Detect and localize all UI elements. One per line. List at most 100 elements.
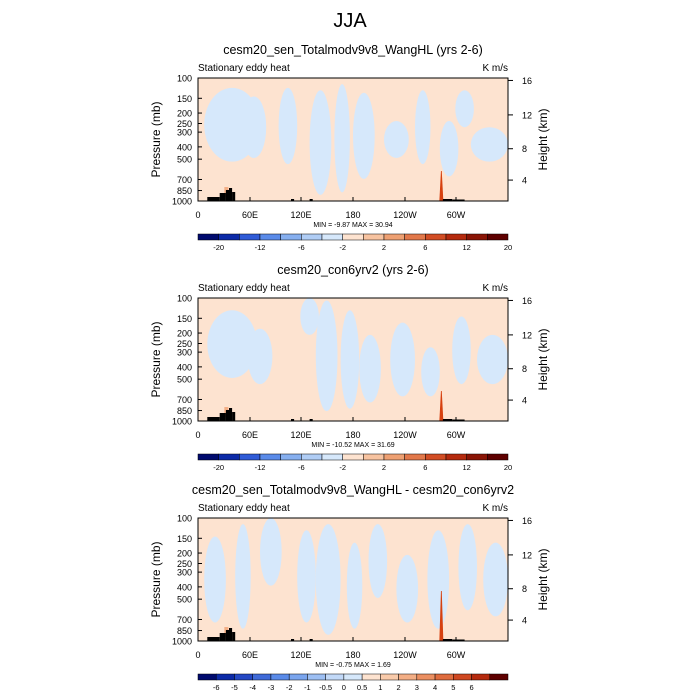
negative-region	[384, 121, 409, 158]
x-tick-label: 120W	[393, 430, 417, 440]
colorbar-label: -12	[255, 243, 266, 252]
y-tick-label: 150	[177, 94, 192, 104]
terrain	[225, 190, 229, 201]
panel-2: cesm20_con6yrv2 (yrs 2-6) Stationary eddy…	[149, 263, 550, 472]
colorbar-box	[425, 453, 447, 461]
y-tick-label: 850	[177, 406, 192, 416]
panel-3: cesm20_sen_Totalmodv9v8_WangHL - cesm20_…	[149, 483, 550, 692]
colorbar-label: -20	[213, 463, 224, 472]
negative-region	[207, 310, 257, 378]
y-right-tick-label: 8	[522, 144, 527, 154]
y-tick-label: 700	[177, 175, 192, 185]
colorbar-box	[380, 673, 399, 681]
colorbar-label: 5	[451, 683, 455, 692]
colorbar-box	[197, 673, 217, 681]
y-right-tick-label: 12	[522, 550, 532, 560]
x-tick-label: 60E	[242, 430, 258, 440]
negative-region	[390, 322, 415, 397]
colorbar-box	[416, 673, 436, 681]
negative-region	[260, 518, 282, 586]
colorbar-box	[239, 233, 261, 241]
colorbar-box	[218, 233, 240, 241]
colorbar-box	[425, 233, 447, 241]
colorbar-box	[197, 233, 219, 241]
colorbar-label: -5	[231, 683, 238, 692]
y-right-tick-label: 8	[522, 364, 527, 374]
y-tick-label: 700	[177, 395, 192, 405]
colorbar-box	[197, 453, 219, 461]
x-tick-label: 0	[195, 210, 200, 220]
y-right-tick-label: 8	[522, 584, 527, 594]
y-right-axis-label: Height (km)	[536, 108, 550, 170]
y-right-tick-label: 16	[522, 516, 532, 526]
colorbar-label: 1	[378, 683, 382, 692]
colorbar-label: -6	[298, 463, 305, 472]
terrain	[291, 199, 295, 201]
negative-region	[309, 90, 332, 195]
terrain	[452, 419, 465, 421]
terrain	[219, 193, 226, 201]
terrain	[219, 633, 226, 641]
panel-subtitle: Stationary eddy heat	[198, 63, 290, 74]
y-tick-label: 150	[177, 534, 192, 544]
colorbar-box	[288, 673, 308, 681]
colorbar-label: -20	[213, 243, 224, 252]
negative-region	[359, 334, 381, 403]
colorbar-label: 2	[382, 243, 386, 252]
x-tick-label: 120E	[290, 650, 311, 660]
x-tick-label: 180	[345, 650, 360, 660]
negative-region	[315, 524, 341, 635]
stats-label: MIN = -0.75 MAX = 1.69	[315, 662, 391, 669]
negative-region	[439, 121, 459, 177]
y-tick-label: 100	[177, 74, 192, 84]
y-right-tick-label: 16	[522, 76, 532, 86]
y-tick-label: 150	[177, 314, 192, 324]
colorbar-box	[361, 673, 381, 681]
colorbar-box	[239, 453, 261, 461]
y-tick-label: 300	[177, 568, 192, 578]
negative-region	[241, 96, 267, 158]
y-tick-label: 1000	[172, 637, 192, 647]
negative-region	[483, 542, 508, 617]
terrain	[442, 639, 453, 641]
colorbar-label: 3	[415, 683, 419, 692]
colorbar-box	[383, 453, 405, 461]
terrain	[207, 637, 220, 641]
terrain	[452, 199, 465, 201]
colorbar-box	[445, 233, 467, 241]
negative-region	[235, 524, 251, 629]
negative-region	[334, 84, 350, 193]
x-tick-label: 120W	[393, 210, 417, 220]
colorbar-box	[270, 673, 290, 681]
y-tick-label: 250	[177, 339, 192, 349]
colorbar-label: -12	[255, 463, 266, 472]
terrain	[452, 639, 465, 641]
y-tick-label: 200	[177, 549, 192, 559]
x-tick-label: 60W	[447, 650, 466, 660]
negative-region	[368, 524, 388, 598]
y-right-tick-label: 4	[522, 176, 527, 186]
peak-feature	[439, 591, 444, 641]
y-tick-label: 500	[177, 375, 192, 385]
y-right-tick-label: 12	[522, 330, 532, 340]
terrain	[207, 417, 220, 421]
contour-field	[198, 78, 508, 201]
negative-region	[421, 347, 440, 397]
colorbar-box	[234, 673, 253, 681]
colorbar-box	[321, 453, 343, 461]
terrain	[229, 628, 233, 641]
colorbar-label: 12	[462, 463, 470, 472]
colorbar-box	[404, 453, 426, 461]
stats-label: MIN = -9.87 MAX = 30.94	[313, 222, 392, 229]
negative-region	[300, 298, 319, 335]
terrain	[207, 197, 220, 201]
colorbar-label: -0.5	[319, 683, 332, 692]
stats-label: MIN = -10.52 MAX = 31.69	[311, 442, 394, 449]
colorbar-box	[363, 453, 385, 461]
terrain	[291, 639, 295, 641]
x-tick-label: 180	[345, 210, 360, 220]
page-title: JJA	[333, 10, 367, 32]
y-right-tick-label: 16	[522, 296, 532, 306]
x-tick-label: 180	[345, 430, 360, 440]
